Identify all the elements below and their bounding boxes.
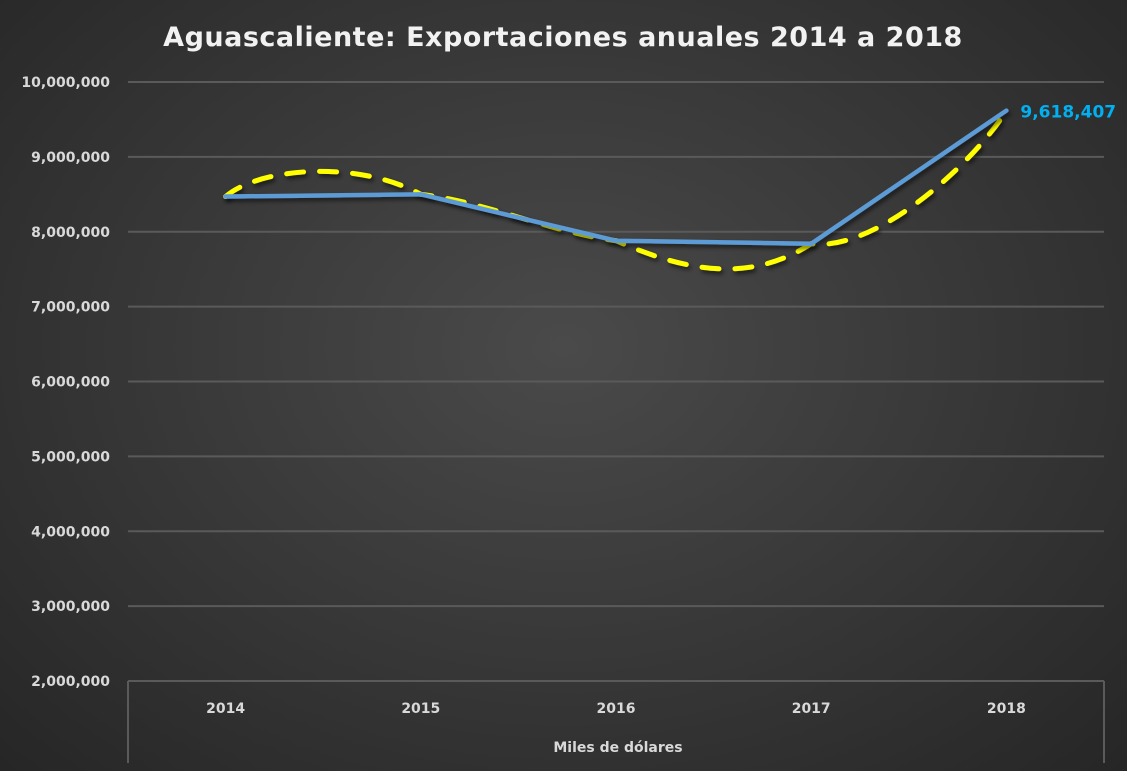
- x-tick-label: 2016: [597, 701, 636, 717]
- y-tick-label: 7,000,000: [31, 300, 110, 316]
- x-tick-label: 2018: [987, 701, 1026, 717]
- series-line-exportaciones: [223, 108, 1009, 246]
- x-tick-label: 2017: [792, 701, 831, 717]
- y-tick-label: 3,000,000: [31, 599, 110, 615]
- data-label: 9,618,407: [1020, 103, 1116, 123]
- y-tick-label: 10,000,000: [21, 75, 110, 91]
- x-tick-label: 2015: [401, 701, 440, 717]
- data-labels: 9,618,407: [1020, 103, 1116, 123]
- y-tick-label: 9,000,000: [31, 150, 110, 166]
- y-tick-label: 6,000,000: [31, 375, 110, 391]
- y-tick-label: 5,000,000: [31, 449, 110, 465]
- chart-title: Aguascaliente: Exportaciones anuales 201…: [163, 22, 963, 53]
- series-group: [223, 108, 1009, 272]
- gridlines: [128, 81, 1104, 682]
- x-axis-title: Miles de dólares: [553, 740, 682, 756]
- y-tick-label: 2,000,000: [31, 674, 110, 690]
- y-axis-ticks: 2,000,000 3,000,000 4,000,000 5,000,000 6,00…: [21, 75, 110, 690]
- x-tick-label: 2014: [206, 701, 245, 717]
- x-axis: 2014 2015 2016 2017 2018: [127, 681, 1105, 763]
- y-tick-label: 4,000,000: [31, 524, 110, 540]
- y-tick-label: 8,000,000: [31, 225, 110, 241]
